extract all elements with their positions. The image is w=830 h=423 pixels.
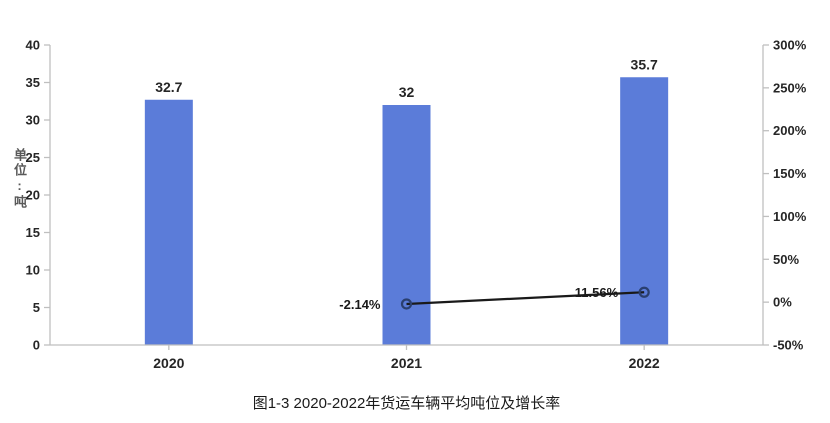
right-axis-tick-label: 200% <box>773 123 807 138</box>
chart-caption: 图1-3 2020-2022年货运车辆平均吨位及增长率 <box>252 395 561 412</box>
growth-rate-line <box>406 291 645 306</box>
left-axis-title: 单位:吨 <box>12 148 27 210</box>
bar-2021 <box>382 105 431 345</box>
right-axis-tick-label: -50% <box>773 338 804 353</box>
left-axis-tick-label: 40 <box>26 38 40 53</box>
x-axis-tick-label: 2020 <box>153 355 184 371</box>
left-axis-tick-label: 30 <box>26 113 40 128</box>
bar-value-label: 32.7 <box>155 79 182 95</box>
bar-value-label: 32 <box>399 84 415 100</box>
left-axis-tick-label: 20 <box>26 188 40 203</box>
x-axis-tick-label: 2022 <box>629 355 660 371</box>
right-axis-tick-label: 100% <box>773 209 807 224</box>
left-axis-tick-label: 25 <box>26 150 40 165</box>
right-axis-tick-label: 150% <box>773 166 807 181</box>
right-axis-tick-label: 50% <box>773 252 799 267</box>
left-axis-tick-label: 15 <box>26 225 40 240</box>
bar-2022 <box>620 77 669 345</box>
line-marker-2022 <box>638 286 650 298</box>
growth-rate-label: -2.14% <box>339 297 381 312</box>
left-axis-tick-label: 0 <box>33 338 40 353</box>
left-axis-tick-label: 5 <box>33 300 40 315</box>
bar-2020 <box>144 99 193 345</box>
left-axis-tick-label: 35 <box>26 75 40 90</box>
bar-value-label: 35.7 <box>631 56 658 72</box>
left-axis-tick-label: 10 <box>26 263 40 278</box>
x-axis-tick-label: 2021 <box>391 355 422 371</box>
right-axis-tick-label: 300% <box>773 38 807 53</box>
right-axis-tick-label: 0% <box>773 295 792 310</box>
line-marker-2021 <box>400 298 413 310</box>
right-axis-tick-label: 250% <box>773 80 807 95</box>
growth-rate-label: 11.56% <box>575 285 619 300</box>
